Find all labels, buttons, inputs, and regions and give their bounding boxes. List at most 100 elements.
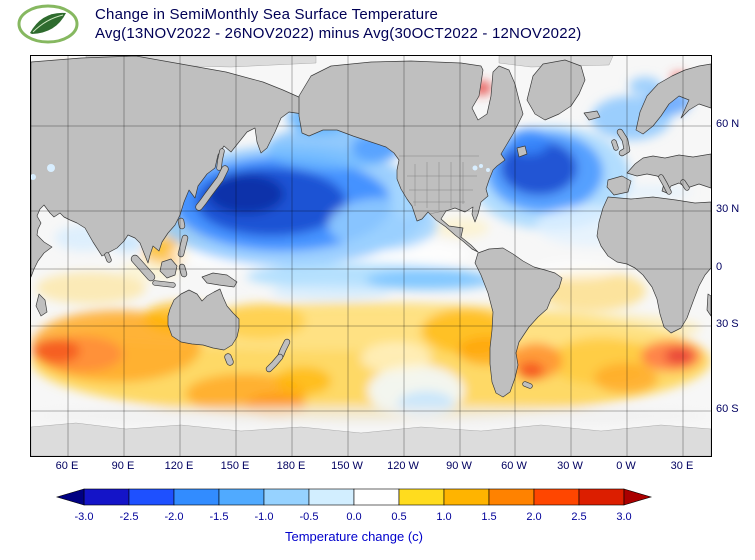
landmass — [583, 110, 601, 121]
anomaly-layer — [31, 66, 711, 426]
colorbar-tick-label: 2.5 — [571, 511, 586, 523]
colorbar-segment — [218, 488, 265, 506]
landmass — [179, 264, 187, 277]
colorbar-segment — [308, 488, 355, 506]
landmass — [35, 293, 48, 317]
landmass — [178, 218, 185, 229]
lake — [47, 164, 55, 172]
lon-tick-label: 90 E — [111, 460, 135, 472]
colorbar-tick-label: 1.0 — [436, 511, 451, 523]
colorbar-tick-label: -1.0 — [255, 511, 274, 523]
landmass — [217, 149, 224, 170]
colorbar-segment — [173, 488, 220, 506]
anomaly-region — [366, 270, 496, 290]
lake — [31, 174, 36, 180]
anomaly-region — [665, 348, 693, 364]
landmass — [526, 59, 586, 121]
landmass — [159, 258, 178, 279]
landmass — [606, 175, 632, 196]
colorbar-segment — [488, 488, 535, 506]
landmass — [635, 63, 711, 135]
landmass — [201, 272, 238, 288]
colorbar-segment — [353, 488, 400, 506]
landmass — [153, 281, 175, 287]
colorbar-tick-label: -0.5 — [300, 511, 319, 523]
landmass — [523, 382, 532, 388]
lat-tick-label: 60 N — [716, 118, 740, 130]
landmass — [131, 255, 155, 281]
lon-tick-label: 150 E — [220, 460, 250, 472]
agency-leaf-logo — [17, 4, 79, 44]
colorbar-tick-label: 0.0 — [346, 511, 361, 523]
lon-tick-label: 30 E — [670, 460, 694, 472]
lat-tick-label: 60 S — [716, 403, 739, 415]
colorbar-label: Temperature change (c) — [284, 529, 423, 544]
lake — [479, 164, 483, 168]
colorbar-segment — [533, 488, 580, 506]
lon-tick-label: 180 E — [276, 460, 306, 472]
colorbar-segment — [263, 488, 310, 506]
landmass — [659, 175, 671, 194]
anomaly-region — [611, 186, 691, 198]
lat-tick-label: 30 N — [716, 203, 740, 215]
landmass — [266, 354, 283, 372]
anomaly-region — [271, 283, 391, 301]
colorbar-arrow-right — [623, 488, 653, 506]
colorbar-segment — [443, 488, 490, 506]
landmass — [612, 140, 618, 150]
political-border — [428, 209, 450, 215]
lon-tick-label: 60 W — [501, 460, 527, 472]
anomaly-region — [594, 363, 658, 393]
anomaly-region — [32, 339, 80, 363]
lon-tick-label: 0 W — [616, 460, 636, 472]
anomaly-region — [536, 271, 646, 311]
lon-tick-label: 90 W — [446, 460, 472, 472]
landmass — [167, 288, 240, 351]
colorbar-tick-label: -1.5 — [210, 511, 229, 523]
landmass — [31, 56, 314, 278]
sst-anomaly-map — [31, 56, 711, 456]
anomaly-region — [361, 343, 431, 373]
no-data-region — [31, 422, 711, 456]
landmass — [681, 180, 689, 190]
landmass — [596, 196, 711, 334]
lon-tick-label: 150 W — [331, 460, 363, 472]
figure-title: Change in SemiMonthly Sea Surface Temper… — [95, 6, 439, 23]
landmass — [178, 235, 188, 257]
colorbar-arrow-left — [55, 488, 85, 506]
lon-tick-label: 60 E — [55, 460, 79, 472]
colorbar: -3.0 -2.5 -2.0 -1.5 -1.0 -0.5 0.0 0.5 1.0 1.5 2.0 2… — [55, 488, 653, 523]
landmass — [617, 129, 630, 156]
colorbar-segment — [578, 488, 625, 506]
colorbar-tick-label: 0.5 — [391, 511, 406, 523]
lake — [486, 168, 490, 172]
lat-tick-label: 0 — [716, 261, 723, 273]
anomaly-region — [518, 362, 544, 380]
landmass — [105, 253, 111, 262]
colorbar-tick-label: 3.0 — [616, 511, 631, 523]
lat-tick-label: 30 S — [716, 318, 739, 330]
landmass — [474, 247, 563, 398]
colorbar-tick-label: 1.5 — [481, 511, 496, 523]
lon-tick-label: 30 W — [557, 460, 583, 472]
lon-tick-label: 120 E — [164, 460, 194, 472]
colorbar-segment — [128, 488, 175, 506]
figure-subtitle: Avg(13NOV2022 - 26NOV2022) minus Avg(30O… — [95, 25, 582, 42]
landmass — [706, 293, 711, 317]
lake — [472, 165, 478, 171]
landmass — [278, 339, 290, 358]
landmass — [196, 166, 228, 210]
lon-tick-label: 120 W — [387, 460, 419, 472]
colorbar-segment — [83, 488, 130, 506]
title-block: Change in SemiMonthly Sea Surface Temper… — [95, 5, 582, 43]
colorbar-tick-label: -3.0 — [75, 511, 94, 523]
landmass — [516, 145, 528, 158]
colorbar-tick-label: -2.5 — [120, 511, 139, 523]
colorbar-tick-label: 2.0 — [526, 511, 541, 523]
anomaly-region — [275, 367, 331, 395]
anomaly-region — [36, 272, 146, 304]
world-map — [30, 55, 712, 457]
colorbar-segment — [398, 488, 445, 506]
landmass — [225, 354, 233, 365]
